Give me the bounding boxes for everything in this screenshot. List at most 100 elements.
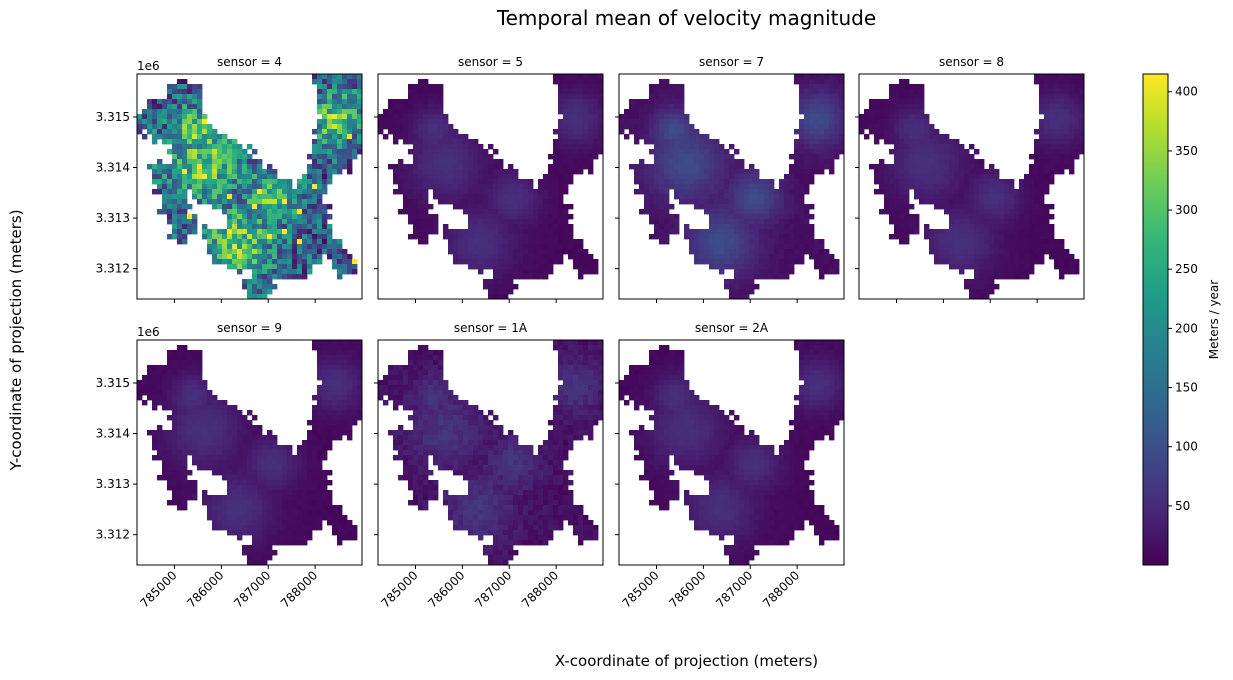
heatmap-cell: [453, 234, 459, 240]
heatmap-cell: [177, 410, 183, 416]
heatmap-cell: [177, 375, 183, 381]
heatmap-cell: [1004, 199, 1010, 205]
heatmap-cell: [568, 79, 574, 85]
heatmap-cell: [172, 229, 178, 235]
heatmap-cell: [493, 149, 499, 155]
heatmap-cell: [1059, 169, 1065, 175]
heatmap-cell: [473, 229, 479, 235]
heatmap-cell: [1019, 224, 1025, 230]
heatmap-cell: [989, 249, 995, 255]
heatmap-cell: [212, 159, 218, 165]
heatmap-cell: [327, 164, 333, 170]
heatmap-cell: [1039, 174, 1045, 180]
heatmap-cell: [1019, 179, 1025, 185]
heatmap-cell: [639, 134, 645, 140]
heatmap-cell: [262, 460, 268, 466]
heatmap-cell: [277, 480, 283, 486]
heatmap-cell: [322, 74, 328, 80]
heatmap-cell: [488, 184, 494, 190]
heatmap-cell: [262, 239, 268, 245]
heatmap-cell: [347, 94, 353, 100]
heatmap-cell: [212, 425, 218, 431]
heatmap-cell: [483, 184, 489, 190]
heatmap-cell: [172, 194, 178, 200]
heatmap-cell: [804, 159, 810, 165]
heatmap-cell: [252, 254, 258, 260]
heatmap-cell: [332, 395, 338, 401]
heatmap-cell: [147, 124, 153, 130]
heatmap-cell: [899, 159, 905, 165]
heatmap-cell: [714, 234, 720, 240]
heatmap-cell: [909, 159, 915, 165]
heatmap-cell: [222, 455, 228, 461]
heatmap-cell: [488, 259, 494, 265]
heatmap-cell: [568, 89, 574, 95]
heatmap-cell: [177, 445, 183, 451]
heatmap-cell: [709, 204, 715, 210]
heatmap-cell: [533, 234, 539, 240]
heatmap-cell: [1054, 254, 1060, 260]
heatmap-cell: [724, 189, 730, 195]
heatmap-cell: [794, 79, 800, 85]
heatmap-cell: [739, 254, 745, 260]
heatmap-cell: [257, 204, 263, 210]
heatmap-cell: [342, 104, 348, 110]
heatmap-cell: [237, 154, 243, 160]
heatmap-cell: [448, 249, 454, 255]
heatmap-cell: [357, 350, 363, 356]
heatmap-cell: [714, 229, 720, 235]
heatmap-cell: [192, 129, 198, 135]
heatmap-cell: [679, 159, 685, 165]
heatmap-cell: [488, 169, 494, 175]
heatmap-cell: [959, 199, 965, 205]
heatmap-cell: [984, 244, 990, 250]
heatmap-cell: [659, 104, 665, 110]
heatmap-cell: [553, 219, 559, 225]
heatmap-cell: [252, 259, 258, 265]
heatmap-cell: [969, 289, 975, 295]
heatmap-cell: [704, 194, 710, 200]
heatmap-cell: [488, 219, 494, 225]
heatmap-cell: [478, 264, 484, 270]
heatmap-cell: [1034, 224, 1040, 230]
heatmap-cell: [177, 174, 183, 180]
heatmap-cell: [197, 460, 203, 466]
heatmap-cell: [834, 74, 840, 80]
heatmap-cell: [307, 234, 313, 240]
heatmap-cell: [759, 274, 765, 280]
heatmap-cell: [1059, 84, 1065, 90]
heatmap-cell: [247, 189, 253, 195]
heatmap-cell: [669, 204, 675, 210]
heatmap-cell: [654, 104, 660, 110]
heatmap-cell: [197, 104, 203, 110]
heatmap-cell: [272, 229, 278, 235]
heatmap-cell: [312, 174, 318, 180]
heatmap-cell: [272, 480, 278, 486]
heatmap-cell: [929, 149, 935, 155]
heatmap-cell: [327, 224, 333, 230]
heatmap-cell: [398, 124, 404, 130]
heatmap-cell: [518, 214, 524, 220]
heatmap-cell: [664, 194, 670, 200]
heatmap-cell: [147, 129, 153, 135]
heatmap-cell: [157, 430, 163, 436]
heatmap-cell: [327, 380, 333, 386]
heatmap-cell: [719, 254, 725, 260]
heatmap-cell: [257, 229, 263, 235]
heatmap-cell: [1074, 259, 1080, 265]
heatmap-cell: [558, 119, 564, 125]
heatmap-cell: [789, 189, 795, 195]
heatmap-cell: [297, 204, 303, 210]
heatmap-cell: [508, 204, 514, 210]
heatmap-cell: [644, 114, 650, 120]
heatmap-cell: [989, 214, 995, 220]
heatmap-cell: [573, 169, 579, 175]
heatmap-cell: [654, 109, 660, 115]
heatmap-cell: [247, 234, 253, 240]
heatmap-cell: [167, 480, 173, 486]
heatmap-cell: [583, 139, 589, 145]
heatmap-cell: [914, 114, 920, 120]
heatmap-cell: [418, 124, 424, 130]
heatmap-cell: [357, 104, 363, 110]
heatmap-cell: [924, 154, 930, 160]
